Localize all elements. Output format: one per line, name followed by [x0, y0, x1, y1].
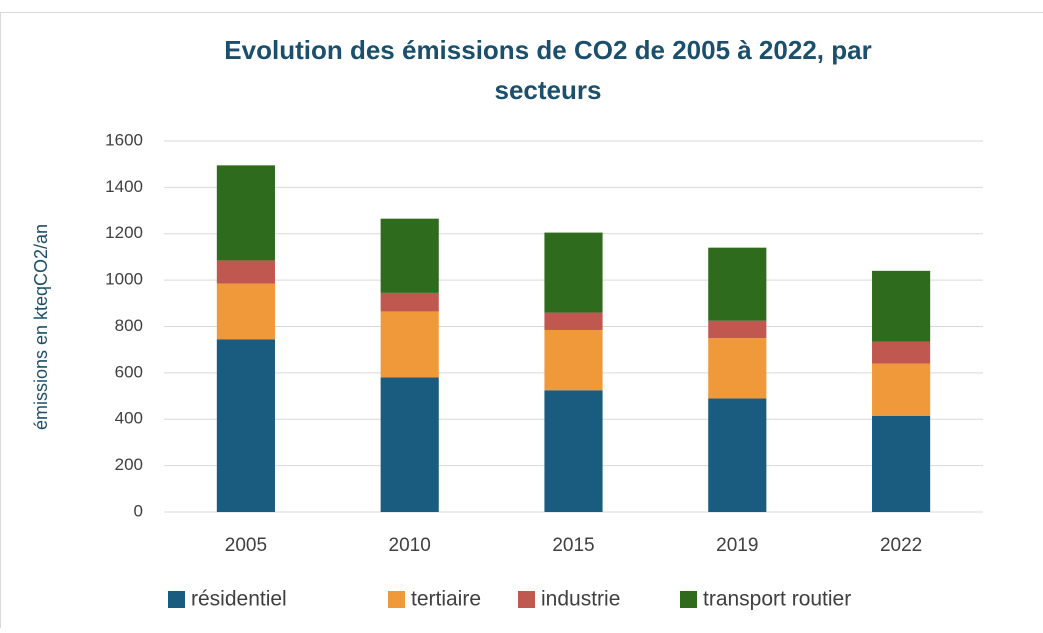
bar-segment [381, 293, 439, 312]
bar-segment [544, 390, 602, 512]
bar-segment [708, 398, 766, 512]
x-tick-label: 2019 [716, 535, 758, 556]
y-tick-label: 800 [115, 316, 143, 335]
bar-segment [544, 233, 602, 313]
bar-segment [217, 165, 275, 260]
bar-segment [872, 271, 930, 342]
legend-label: tertiaire [411, 588, 481, 611]
x-tick-label: 2005 [225, 535, 267, 556]
legend-label: résidentiel [191, 588, 287, 611]
bar-segment [872, 416, 930, 512]
bar-segment [217, 284, 275, 340]
bar-segment [872, 342, 930, 364]
y-tick-label: 600 [115, 362, 143, 381]
bar-segment [544, 330, 602, 390]
bar-segment [217, 339, 275, 512]
bar-segment [544, 313, 602, 330]
legend-swatch [388, 591, 405, 608]
x-tick-label: 2022 [880, 535, 922, 556]
chart-subtitle: secteurs [495, 75, 602, 105]
y-tick-label: 400 [115, 409, 143, 428]
legend-swatch [680, 591, 697, 608]
y-tick-label: 1000 [105, 270, 143, 289]
bar-segment [381, 311, 439, 377]
bar-segment [708, 338, 766, 398]
y-tick-label: 1200 [105, 223, 143, 242]
legend-swatch [168, 591, 185, 608]
bar-segment [708, 248, 766, 321]
bar-segment [872, 364, 930, 416]
y-tick-label: 1400 [105, 177, 143, 196]
bar-segment [217, 260, 275, 283]
legend-label: transport routier [703, 588, 851, 611]
bar-segment [381, 378, 439, 512]
y-axis-label: émissions en kteqCO2/an [31, 224, 51, 430]
x-tick-label: 2010 [389, 535, 431, 556]
bar-segment [381, 219, 439, 293]
y-tick-label: 200 [115, 455, 143, 474]
y-tick-label: 0 [134, 501, 143, 520]
chart-title: Evolution des émissions de CO2 de 2005 à… [224, 35, 871, 65]
x-tick-label: 2015 [552, 535, 594, 556]
legend-swatch [518, 591, 535, 608]
y-tick-label: 1600 [105, 130, 143, 149]
bar-segment [708, 321, 766, 338]
legend-label: industrie [541, 588, 620, 611]
